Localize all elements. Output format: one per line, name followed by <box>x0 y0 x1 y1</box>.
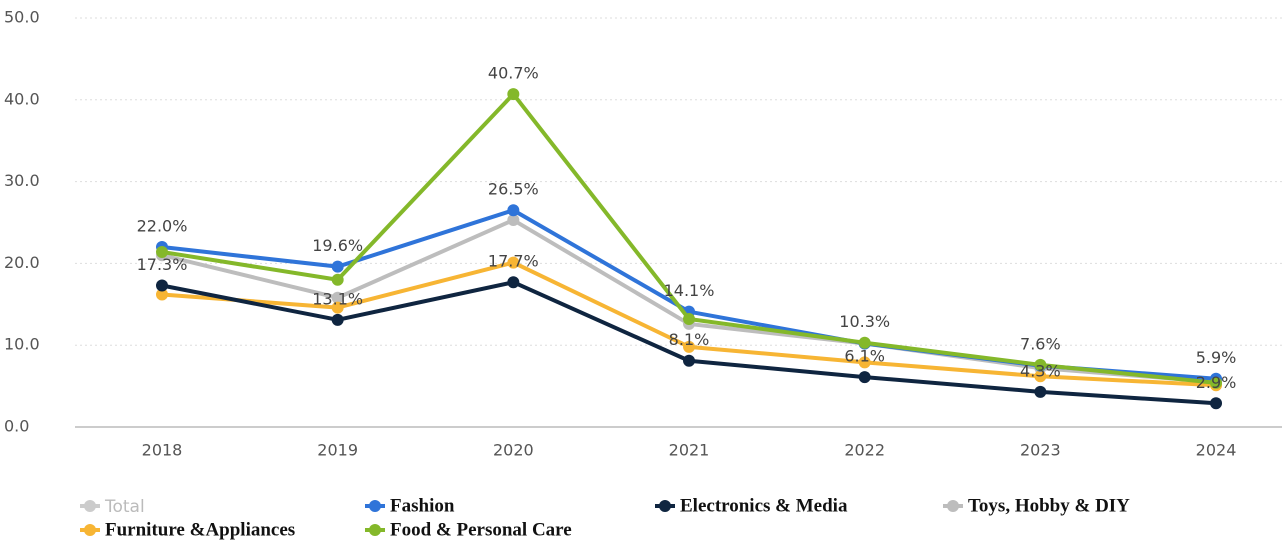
point <box>156 279 168 292</box>
point <box>331 260 344 273</box>
y-tick-label: 0.0 <box>4 417 29 436</box>
point <box>1034 385 1047 398</box>
legend-label: Electronics & Media <box>680 495 848 516</box>
legend-marker <box>84 524 96 536</box>
legend-marker <box>659 500 671 512</box>
point <box>1210 376 1223 389</box>
point <box>331 313 344 326</box>
point <box>331 291 344 304</box>
x-tick-label: 2020 <box>493 441 534 460</box>
point <box>507 204 520 217</box>
data-label: 17.7% <box>488 252 539 271</box>
point <box>156 288 168 301</box>
legend-label: Fashion <box>390 495 455 516</box>
point <box>507 88 520 101</box>
y-tick-label: 30.0 <box>4 171 40 190</box>
point <box>858 336 871 349</box>
legend-marker <box>947 500 959 512</box>
point <box>858 371 871 384</box>
data-label: 4.3% <box>1020 361 1061 380</box>
point <box>156 245 168 258</box>
x-tick-label: 2021 <box>669 441 710 460</box>
data-label: 14.1% <box>664 281 715 300</box>
data-label: 7.6% <box>1020 334 1061 353</box>
point <box>683 313 696 326</box>
legend-marker <box>369 500 381 512</box>
legend-label: Total <box>104 497 145 517</box>
point <box>1034 370 1047 383</box>
point <box>507 276 520 289</box>
y-tick-label: 50.0 <box>4 8 40 27</box>
data-label: 5.9% <box>1196 348 1237 367</box>
point <box>331 301 344 314</box>
point <box>683 340 696 353</box>
data-label: 17.3% <box>137 255 188 274</box>
data-label: 19.6% <box>312 236 363 255</box>
data-label: 22.0% <box>137 217 188 236</box>
point <box>507 214 520 227</box>
point <box>1210 397 1223 410</box>
data-label: 10.3% <box>839 312 890 331</box>
point <box>683 354 696 367</box>
data-label: 26.5% <box>488 180 539 199</box>
legend-label: Food & Personal Care <box>390 519 572 540</box>
point <box>1034 358 1047 371</box>
data-label: 2.9% <box>1196 373 1237 392</box>
legend-label: Furniture &Appliances <box>105 519 295 540</box>
x-tick-label: 2022 <box>844 441 885 460</box>
legend-marker <box>84 500 96 512</box>
x-tick-label: 2019 <box>317 441 358 460</box>
point <box>507 256 520 269</box>
x-tick-label: 2018 <box>142 441 183 460</box>
data-label: 13.1% <box>312 289 363 308</box>
y-tick-label: 10.0 <box>4 335 40 354</box>
x-tick-label: 2024 <box>1196 441 1237 460</box>
point <box>331 273 344 286</box>
y-tick-label: 20.0 <box>4 253 40 272</box>
data-label: 40.7% <box>488 64 539 83</box>
point <box>858 356 871 369</box>
data-label: 6.1% <box>844 347 885 366</box>
legend-marker <box>369 524 381 536</box>
x-tick-label: 2023 <box>1020 441 1061 460</box>
data-label: 8.1% <box>669 330 710 349</box>
y-tick-label: 40.0 <box>4 89 40 108</box>
legend-label: Toys, Hobby & DIY <box>968 495 1130 516</box>
